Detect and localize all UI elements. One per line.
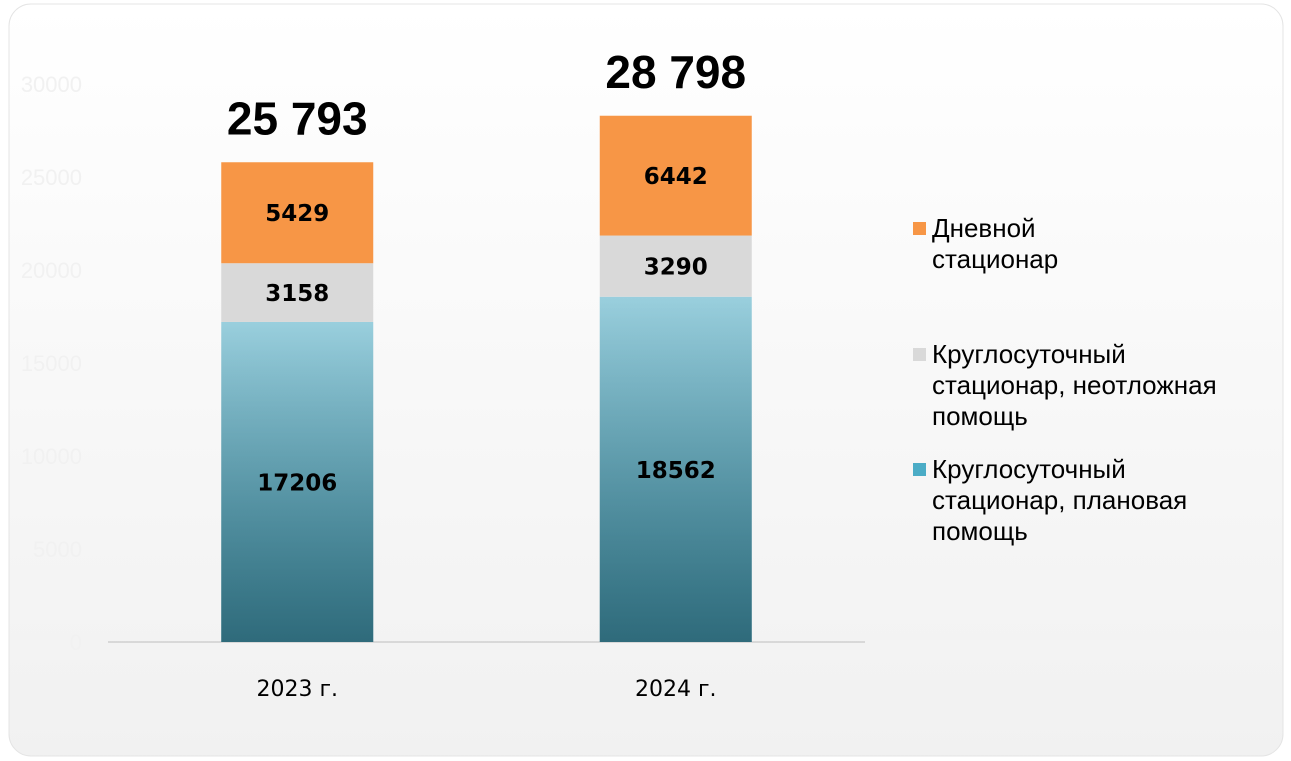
data-label: 6442	[644, 164, 708, 190]
bar-segment	[599, 235, 752, 297]
legend-swatch	[913, 222, 926, 235]
x-tick-label: 2024 г.	[635, 677, 717, 702]
data-label: 3158	[265, 281, 329, 307]
legend-label: Дневной стационар	[932, 213, 1059, 274]
y-tick-label: 5000	[33, 537, 82, 562]
y-tick-label: 20000	[21, 258, 82, 283]
y-tick-label: 10000	[21, 444, 82, 469]
bar-segment	[599, 115, 752, 236]
x-tick-label: 2023 г.	[256, 677, 338, 702]
data-label: 17206	[257, 470, 337, 496]
legend: Дневной стационар Круглосуточный стациона…	[907, 213, 1247, 547]
y-tick-label: 25000	[21, 165, 82, 190]
legend-item: Круглосуточный стационар, неотложная пом…	[907, 339, 1247, 432]
legend-label: Круглосуточный стационар, плановая помощ…	[932, 454, 1188, 546]
total-label: 25 793	[227, 92, 368, 144]
data-label: 3290	[644, 255, 708, 281]
legend-swatch	[913, 348, 926, 361]
y-tick-label: 30000	[21, 72, 82, 97]
data-label: 18562	[636, 458, 716, 484]
y-tick-label: 15000	[21, 351, 82, 376]
y-tick-label: 0	[70, 630, 82, 655]
bar-segment	[221, 263, 374, 322]
legend-item: Круглосуточный стационар, плановая помощ…	[907, 454, 1247, 547]
bar-shade	[221, 321, 374, 642]
legend-swatch	[913, 463, 926, 476]
data-label: 5429	[265, 201, 329, 227]
legend-label: Круглосуточный стационар, неотложная пом…	[932, 339, 1217, 431]
legend-item: Дневной стационар	[907, 213, 1247, 275]
total-label: 28 798	[605, 46, 746, 98]
bar-shade	[599, 296, 752, 642]
bar-segment	[221, 162, 374, 264]
